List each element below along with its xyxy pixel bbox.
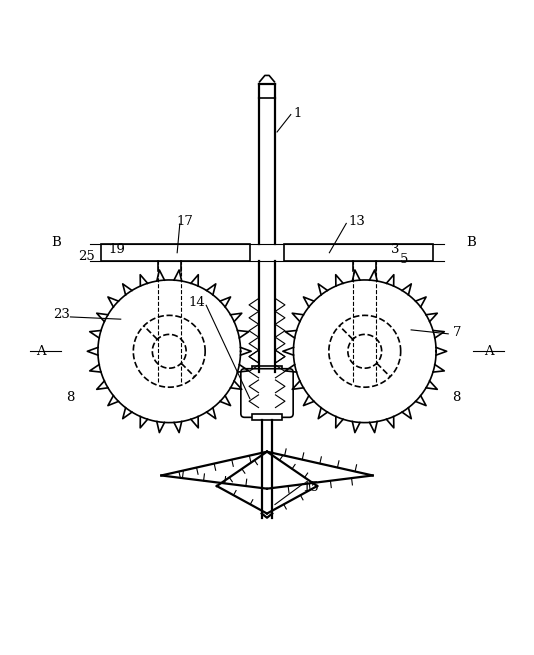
Text: 8: 8 xyxy=(452,391,460,403)
Text: B: B xyxy=(51,236,60,250)
Text: 19: 19 xyxy=(108,243,125,256)
Text: 17: 17 xyxy=(177,215,193,229)
Text: 13: 13 xyxy=(348,215,365,229)
Text: 14: 14 xyxy=(189,295,206,309)
Bar xyxy=(284,244,434,261)
Text: B: B xyxy=(466,236,476,250)
Text: 23: 23 xyxy=(53,308,70,321)
Text: 5: 5 xyxy=(400,253,409,267)
Bar xyxy=(100,244,250,261)
Text: 7: 7 xyxy=(453,326,461,339)
Text: 15: 15 xyxy=(302,481,319,494)
Text: 8: 8 xyxy=(66,391,75,403)
Bar xyxy=(253,366,281,373)
Text: A: A xyxy=(484,345,494,358)
Text: A: A xyxy=(36,345,45,358)
FancyBboxPatch shape xyxy=(241,369,293,417)
Bar xyxy=(253,414,281,420)
Text: 3: 3 xyxy=(391,243,399,256)
Text: 1: 1 xyxy=(294,107,302,120)
Text: 25: 25 xyxy=(78,250,95,263)
